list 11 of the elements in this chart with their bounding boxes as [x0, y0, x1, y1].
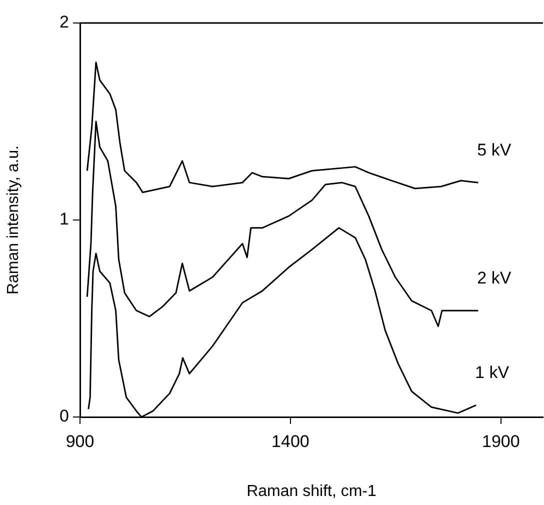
series-label: 2 kV	[477, 268, 512, 288]
x-tick-label: 900	[66, 432, 94, 451]
y-axis-title: Raman intensity, a.u.	[5, 145, 22, 295]
series-label: 5 kV	[477, 140, 512, 160]
x-tick-label: 1400	[272, 432, 310, 451]
x-axis-title: Raman shift, cm-1	[246, 482, 377, 500]
y-tick-label: 1	[60, 210, 69, 229]
x-tick-label: 1900	[482, 432, 520, 451]
series-label: 1 kV	[475, 362, 510, 382]
y-tick-label: 0	[60, 406, 69, 426]
y-tick-label: 2	[60, 12, 69, 32]
